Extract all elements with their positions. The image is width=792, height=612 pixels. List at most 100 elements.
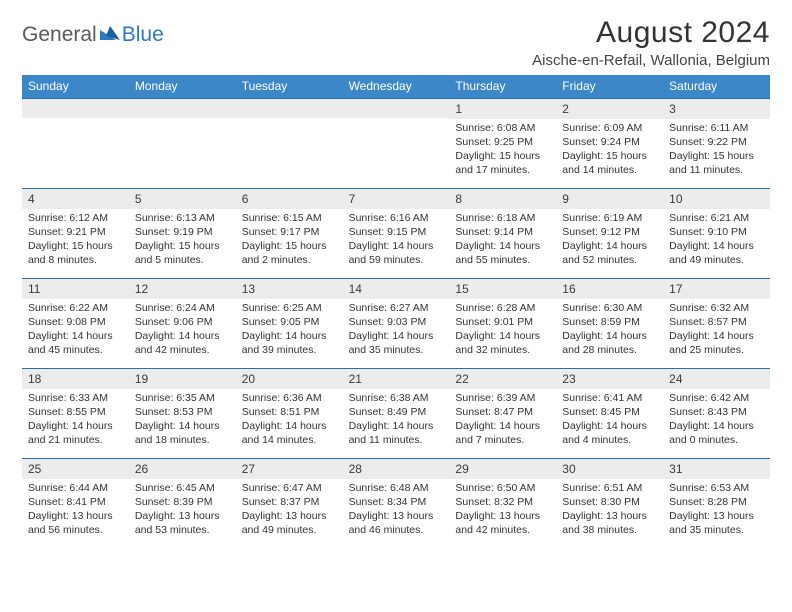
day-number: 20	[236, 369, 343, 389]
calendar-day-cell: 14Sunrise: 6:27 AMSunset: 9:03 PMDayligh…	[343, 278, 450, 368]
sunrise-line: Sunrise: 6:18 AM	[455, 212, 550, 226]
daylight-line: Daylight: 13 hours and 35 minutes.	[669, 510, 764, 538]
day-details: Sunrise: 6:51 AMSunset: 8:30 PMDaylight:…	[556, 479, 663, 537]
logo-text-blue: Blue	[122, 23, 164, 47]
day-number	[343, 99, 450, 118]
location: Aische-en-Refail, Wallonia, Belgium	[532, 52, 770, 69]
sunrise-line: Sunrise: 6:21 AM	[669, 212, 764, 226]
sunrise-line: Sunrise: 6:53 AM	[669, 482, 764, 496]
sunset-line: Sunset: 9:19 PM	[135, 226, 230, 240]
daylight-line: Daylight: 13 hours and 49 minutes.	[242, 510, 337, 538]
calendar-day-cell: 1Sunrise: 6:08 AMSunset: 9:25 PMDaylight…	[449, 98, 556, 188]
calendar-day-cell: 22Sunrise: 6:39 AMSunset: 8:47 PMDayligh…	[449, 368, 556, 458]
sunrise-line: Sunrise: 6:44 AM	[28, 482, 123, 496]
day-number: 21	[343, 369, 450, 389]
day-number: 9	[556, 189, 663, 209]
sunrise-line: Sunrise: 6:27 AM	[349, 302, 444, 316]
sunrise-line: Sunrise: 6:12 AM	[28, 212, 123, 226]
sunrise-line: Sunrise: 6:15 AM	[242, 212, 337, 226]
sunrise-line: Sunrise: 6:32 AM	[669, 302, 764, 316]
sunset-line: Sunset: 9:14 PM	[455, 226, 550, 240]
day-number: 3	[663, 99, 770, 119]
sunset-line: Sunset: 8:49 PM	[349, 406, 444, 420]
day-number: 18	[22, 369, 129, 389]
day-details: Sunrise: 6:48 AMSunset: 8:34 PMDaylight:…	[343, 479, 450, 537]
day-details: Sunrise: 6:53 AMSunset: 8:28 PMDaylight:…	[663, 479, 770, 537]
day-number: 13	[236, 279, 343, 299]
sunrise-line: Sunrise: 6:19 AM	[562, 212, 657, 226]
day-details: Sunrise: 6:09 AMSunset: 9:24 PMDaylight:…	[556, 119, 663, 177]
calendar-empty-cell	[22, 98, 129, 188]
day-details: Sunrise: 6:36 AMSunset: 8:51 PMDaylight:…	[236, 389, 343, 447]
day-number: 23	[556, 369, 663, 389]
day-number: 24	[663, 369, 770, 389]
sunrise-line: Sunrise: 6:48 AM	[349, 482, 444, 496]
daylight-line: Daylight: 15 hours and 5 minutes.	[135, 240, 230, 268]
sunrise-line: Sunrise: 6:33 AM	[28, 392, 123, 406]
calendar-day-cell: 20Sunrise: 6:36 AMSunset: 8:51 PMDayligh…	[236, 368, 343, 458]
month-title: August 2024	[532, 16, 770, 50]
calendar-day-cell: 11Sunrise: 6:22 AMSunset: 9:08 PMDayligh…	[22, 278, 129, 368]
calendar-day-cell: 7Sunrise: 6:16 AMSunset: 9:15 PMDaylight…	[343, 188, 450, 278]
sunset-line: Sunset: 9:21 PM	[28, 226, 123, 240]
sunrise-line: Sunrise: 6:38 AM	[349, 392, 444, 406]
daylight-line: Daylight: 13 hours and 53 minutes.	[135, 510, 230, 538]
sunrise-line: Sunrise: 6:16 AM	[349, 212, 444, 226]
daylight-line: Daylight: 14 hours and 39 minutes.	[242, 330, 337, 358]
day-details: Sunrise: 6:13 AMSunset: 9:19 PMDaylight:…	[129, 209, 236, 267]
daylight-line: Daylight: 14 hours and 14 minutes.	[242, 420, 337, 448]
sunset-line: Sunset: 9:01 PM	[455, 316, 550, 330]
sunrise-line: Sunrise: 6:35 AM	[135, 392, 230, 406]
calendar-day-cell: 15Sunrise: 6:28 AMSunset: 9:01 PMDayligh…	[449, 278, 556, 368]
calendar-empty-cell	[343, 98, 450, 188]
sunset-line: Sunset: 9:03 PM	[349, 316, 444, 330]
day-number: 5	[129, 189, 236, 209]
logo-text-general: General	[22, 23, 97, 47]
logo: General Blue	[22, 16, 164, 48]
daylight-line: Daylight: 14 hours and 52 minutes.	[562, 240, 657, 268]
sunset-line: Sunset: 8:30 PM	[562, 496, 657, 510]
sunset-line: Sunset: 8:57 PM	[669, 316, 764, 330]
day-number: 4	[22, 189, 129, 209]
day-details: Sunrise: 6:21 AMSunset: 9:10 PMDaylight:…	[663, 209, 770, 267]
calendar-empty-cell	[236, 98, 343, 188]
day-details: Sunrise: 6:19 AMSunset: 9:12 PMDaylight:…	[556, 209, 663, 267]
calendar: SundayMondayTuesdayWednesdayThursdayFrid…	[22, 75, 770, 548]
calendar-page: General Blue August 2024 Aische-en-Refai…	[0, 0, 792, 548]
calendar-day-cell: 2Sunrise: 6:09 AMSunset: 9:24 PMDaylight…	[556, 98, 663, 188]
day-details: Sunrise: 6:25 AMSunset: 9:05 PMDaylight:…	[236, 299, 343, 357]
sunset-line: Sunset: 9:22 PM	[669, 136, 764, 150]
calendar-day-cell: 23Sunrise: 6:41 AMSunset: 8:45 PMDayligh…	[556, 368, 663, 458]
day-details: Sunrise: 6:15 AMSunset: 9:17 PMDaylight:…	[236, 209, 343, 267]
day-details: Sunrise: 6:28 AMSunset: 9:01 PMDaylight:…	[449, 299, 556, 357]
calendar-day-cell: 31Sunrise: 6:53 AMSunset: 8:28 PMDayligh…	[663, 458, 770, 548]
day-number: 30	[556, 459, 663, 479]
day-number: 19	[129, 369, 236, 389]
sunrise-line: Sunrise: 6:25 AM	[242, 302, 337, 316]
weekday-header: Monday	[129, 75, 236, 98]
sunset-line: Sunset: 9:10 PM	[669, 226, 764, 240]
weekday-header: Sunday	[22, 75, 129, 98]
calendar-day-cell: 3Sunrise: 6:11 AMSunset: 9:22 PMDaylight…	[663, 98, 770, 188]
sunrise-line: Sunrise: 6:08 AM	[455, 122, 550, 136]
day-number	[22, 99, 129, 118]
sunset-line: Sunset: 9:08 PM	[28, 316, 123, 330]
sunset-line: Sunset: 8:45 PM	[562, 406, 657, 420]
day-number: 7	[343, 189, 450, 209]
sunset-line: Sunset: 8:32 PM	[455, 496, 550, 510]
daylight-line: Daylight: 14 hours and 21 minutes.	[28, 420, 123, 448]
daylight-line: Daylight: 14 hours and 32 minutes.	[455, 330, 550, 358]
daylight-line: Daylight: 13 hours and 46 minutes.	[349, 510, 444, 538]
daylight-line: Daylight: 13 hours and 42 minutes.	[455, 510, 550, 538]
calendar-day-cell: 18Sunrise: 6:33 AMSunset: 8:55 PMDayligh…	[22, 368, 129, 458]
day-details: Sunrise: 6:16 AMSunset: 9:15 PMDaylight:…	[343, 209, 450, 267]
sunset-line: Sunset: 9:24 PM	[562, 136, 657, 150]
day-number: 28	[343, 459, 450, 479]
day-details: Sunrise: 6:27 AMSunset: 9:03 PMDaylight:…	[343, 299, 450, 357]
day-number: 11	[22, 279, 129, 299]
weekday-header: Friday	[556, 75, 663, 98]
day-details: Sunrise: 6:47 AMSunset: 8:37 PMDaylight:…	[236, 479, 343, 537]
sunset-line: Sunset: 8:28 PM	[669, 496, 764, 510]
calendar-day-cell: 21Sunrise: 6:38 AMSunset: 8:49 PMDayligh…	[343, 368, 450, 458]
day-details: Sunrise: 6:44 AMSunset: 8:41 PMDaylight:…	[22, 479, 129, 537]
